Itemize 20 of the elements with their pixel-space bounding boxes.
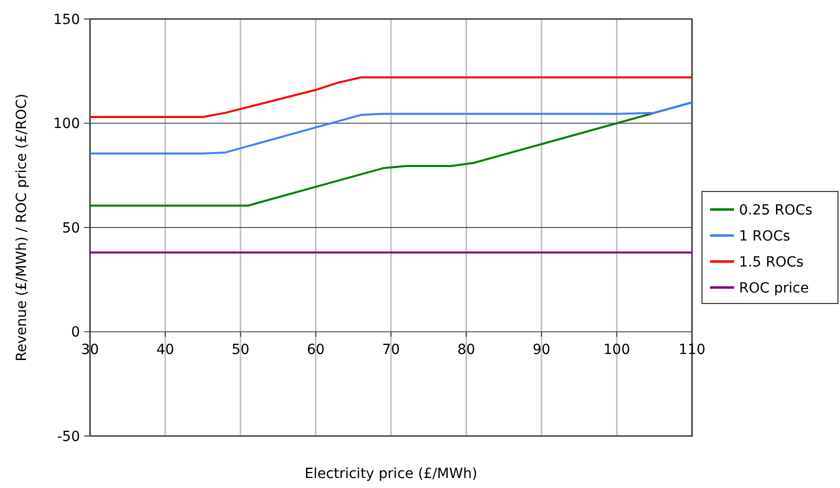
y-tick-label: 50 (62, 220, 80, 236)
y-axis-title: Revenue (£/MWh) / ROC price (£/ROC) (14, 94, 30, 362)
legend-label: 0.25 ROCs (739, 202, 812, 218)
x-tick-label: 100 (603, 342, 630, 358)
y-tick-label: -50 (57, 428, 80, 445)
y-tick-label: 0 (71, 324, 80, 341)
x-tick-label: 90 (532, 342, 550, 358)
legend-label: 1.5 ROCs (739, 254, 804, 270)
y-tick-label: 150 (53, 12, 80, 28)
y-tick-label: 100 (53, 116, 80, 132)
x-axis-title: Electricity price (£/MWh) (304, 466, 478, 482)
x-tick-label: 40 (156, 342, 174, 358)
legend-label: ROC price (739, 280, 809, 296)
x-tick-label: 80 (457, 342, 476, 358)
legend-label: 1 ROCs (739, 228, 790, 244)
line-series (89, 76, 693, 118)
line-series (89, 101, 693, 154)
x-tick-label: 70 (382, 342, 400, 358)
x-tick-label: 60 (306, 342, 325, 358)
x-tick-label: 50 (232, 342, 250, 358)
